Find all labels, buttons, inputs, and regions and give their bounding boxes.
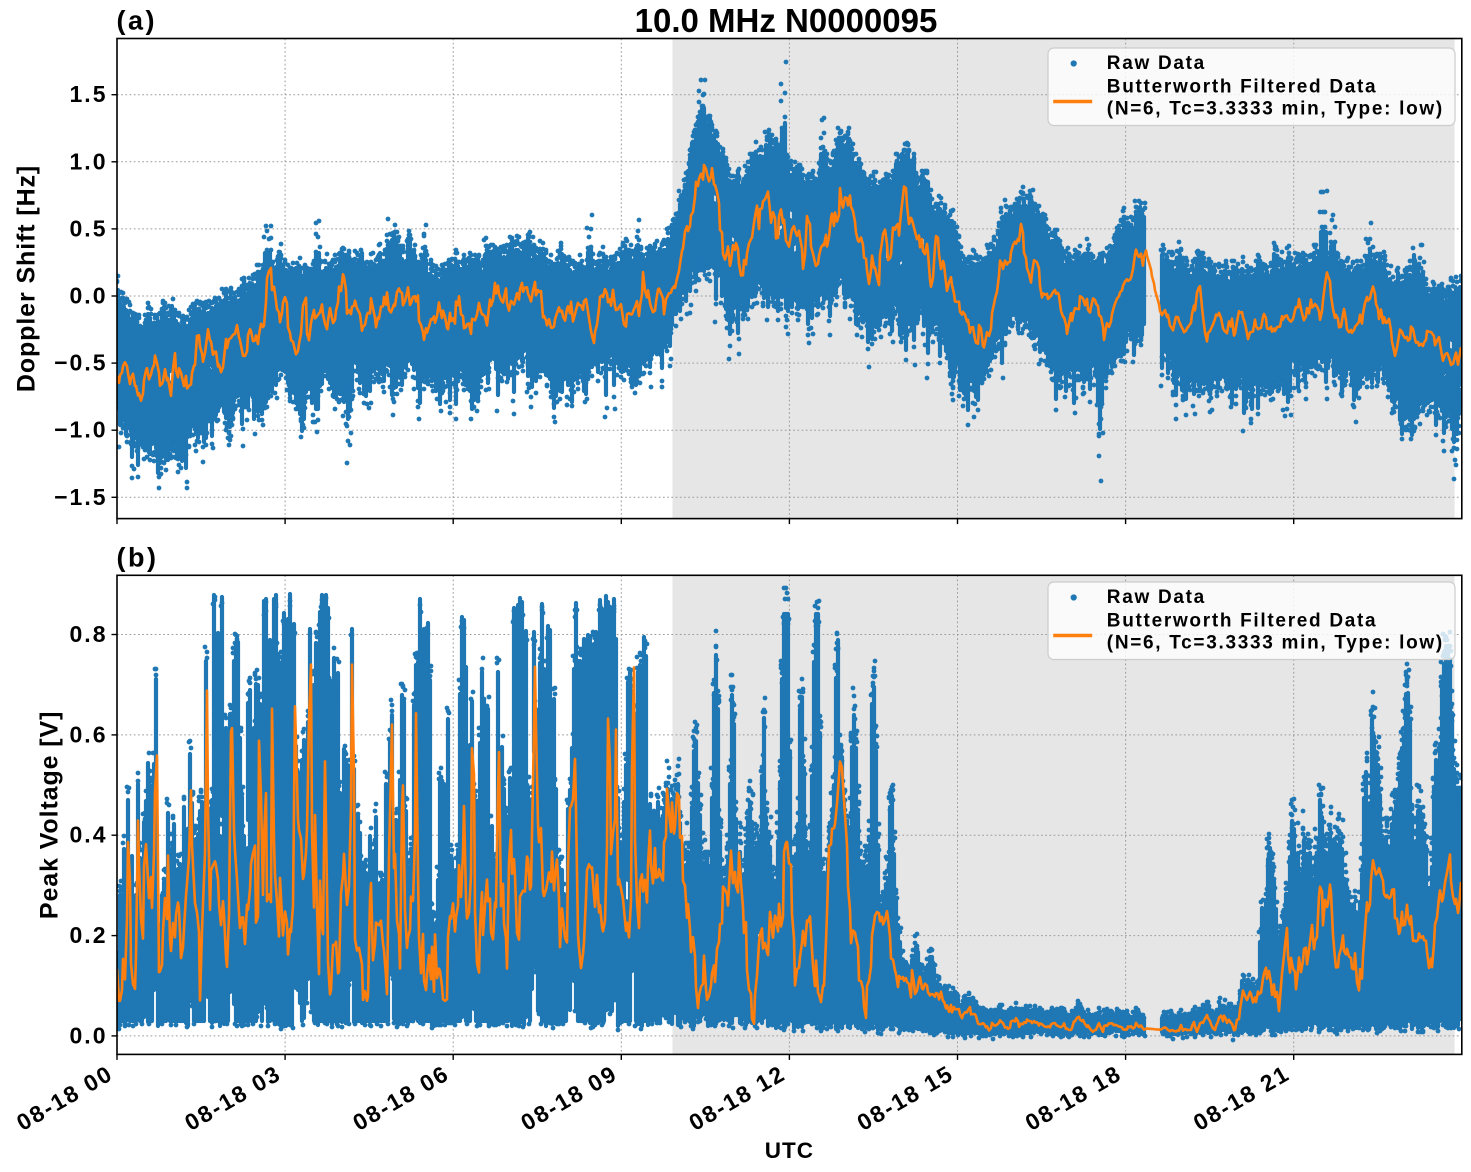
svg-text:0.6: 0.6 [70, 721, 108, 747]
svg-text:Raw Data: Raw Data [1107, 587, 1206, 608]
svg-text:(a): (a) [117, 6, 158, 36]
svg-text:0.8: 0.8 [70, 621, 108, 647]
svg-text:−0.5: −0.5 [54, 350, 107, 376]
svg-text:−1.5: −1.5 [54, 484, 107, 510]
svg-text:−1.0: −1.0 [54, 417, 107, 443]
svg-text:1.0: 1.0 [70, 148, 108, 174]
svg-text:0.0: 0.0 [70, 1022, 108, 1048]
svg-text:(N=6, Tc=3.3333 min, Type: low: (N=6, Tc=3.3333 min, Type: low) [1107, 632, 1444, 653]
svg-text:Raw Data: Raw Data [1107, 53, 1206, 74]
svg-text:Butterworth Filtered Data: Butterworth Filtered Data [1107, 610, 1378, 631]
svg-text:0.4: 0.4 [70, 822, 108, 848]
svg-text:(b): (b) [117, 542, 159, 572]
svg-text:0.5: 0.5 [70, 215, 108, 241]
svg-text:(N=6, Tc=3.3333 min, Type: low: (N=6, Tc=3.3333 min, Type: low) [1107, 98, 1444, 119]
svg-text:0.2: 0.2 [70, 922, 108, 948]
svg-text:1.5: 1.5 [70, 81, 108, 107]
svg-text:10.0 MHz N0000095: 10.0 MHz N0000095 [635, 2, 938, 39]
svg-text:0.0: 0.0 [70, 283, 108, 309]
svg-text:Butterworth Filtered Data: Butterworth Filtered Data [1107, 76, 1378, 97]
svg-text:Peak Voltage [V]: Peak Voltage [V] [36, 711, 64, 919]
svg-text:UTC: UTC [765, 1138, 814, 1163]
svg-text:Doppler Shift [Hz]: Doppler Shift [Hz] [13, 165, 41, 392]
